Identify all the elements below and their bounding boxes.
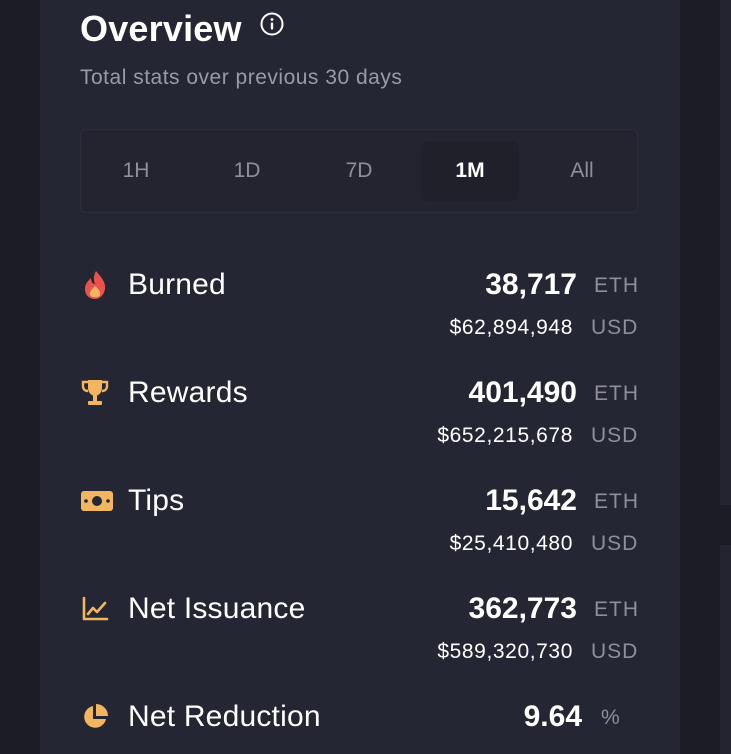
- info-icon[interactable]: [260, 12, 284, 36]
- tab-7d[interactable]: 7D: [345, 159, 373, 182]
- stat-label: Burned: [128, 268, 226, 301]
- stat-row-tips: Tips 15,642 ETH $25,410,480 USD: [80, 482, 640, 562]
- stat-label: Net Reduction: [128, 700, 321, 733]
- tab-all[interactable]: All: [570, 159, 594, 182]
- adjacent-panel-edge: [720, 0, 731, 754]
- stat-row-net-issuance: Net Issuance 362,773 ETH $589,320,730 US…: [80, 590, 640, 670]
- page-title: Overview: [80, 8, 242, 49]
- stat-value-percent: 9.64: [523, 700, 582, 733]
- stat-unit-percent: %: [601, 706, 621, 729]
- stat-row-burned: Burned 38,717 ETH $62,894,948 USD: [80, 266, 640, 346]
- stat-unit-usd: USD: [591, 532, 639, 555]
- cash-icon: [80, 486, 114, 516]
- panel-gap: [720, 505, 731, 545]
- pie-chart-icon: [80, 702, 110, 732]
- stat-unit-eth: ETH: [594, 382, 639, 405]
- stat-value-usd: $62,894,948: [449, 316, 573, 339]
- stat-value-usd: $25,410,480: [449, 532, 573, 555]
- overview-subtitle: Total stats over previous 30 days: [80, 66, 403, 89]
- stat-unit-usd: USD: [591, 424, 639, 447]
- stat-value-eth: 401,490: [468, 376, 577, 409]
- chart-line-icon: [80, 594, 110, 624]
- stat-unit-eth: ETH: [594, 490, 639, 513]
- stat-value-usd: $652,215,678: [437, 424, 573, 447]
- stat-value-eth: 15,642: [485, 484, 577, 517]
- stat-value-eth: 38,717: [485, 268, 577, 301]
- stat-row-net-reduction: Net Reduction 9.64 %: [80, 698, 640, 748]
- stat-value-eth: 362,773: [468, 592, 577, 625]
- tab-1d[interactable]: 1D: [233, 159, 261, 182]
- trophy-icon: [80, 378, 110, 408]
- stat-label: Net Issuance: [128, 592, 306, 625]
- stat-unit-usd: USD: [591, 640, 639, 663]
- stat-unit-usd: USD: [591, 316, 639, 339]
- tab-1m[interactable]: 1M: [421, 141, 519, 201]
- stat-unit-eth: ETH: [594, 598, 639, 621]
- stat-value-usd: $589,320,730: [437, 640, 573, 663]
- stat-unit-eth: ETH: [594, 274, 639, 297]
- stat-label: Tips: [128, 484, 185, 517]
- overview-card: Overview Total stats over previous 30 da…: [40, 0, 680, 754]
- tab-1h[interactable]: 1H: [122, 159, 150, 182]
- stat-row-rewards: Rewards 401,490 ETH $652,215,678 USD: [80, 374, 640, 454]
- flame-icon: [80, 270, 110, 300]
- stat-label: Rewards: [128, 376, 248, 409]
- time-range-tabs: 1H 1D 7D 1M All: [80, 129, 638, 213]
- overview-header: Overview: [80, 8, 284, 50]
